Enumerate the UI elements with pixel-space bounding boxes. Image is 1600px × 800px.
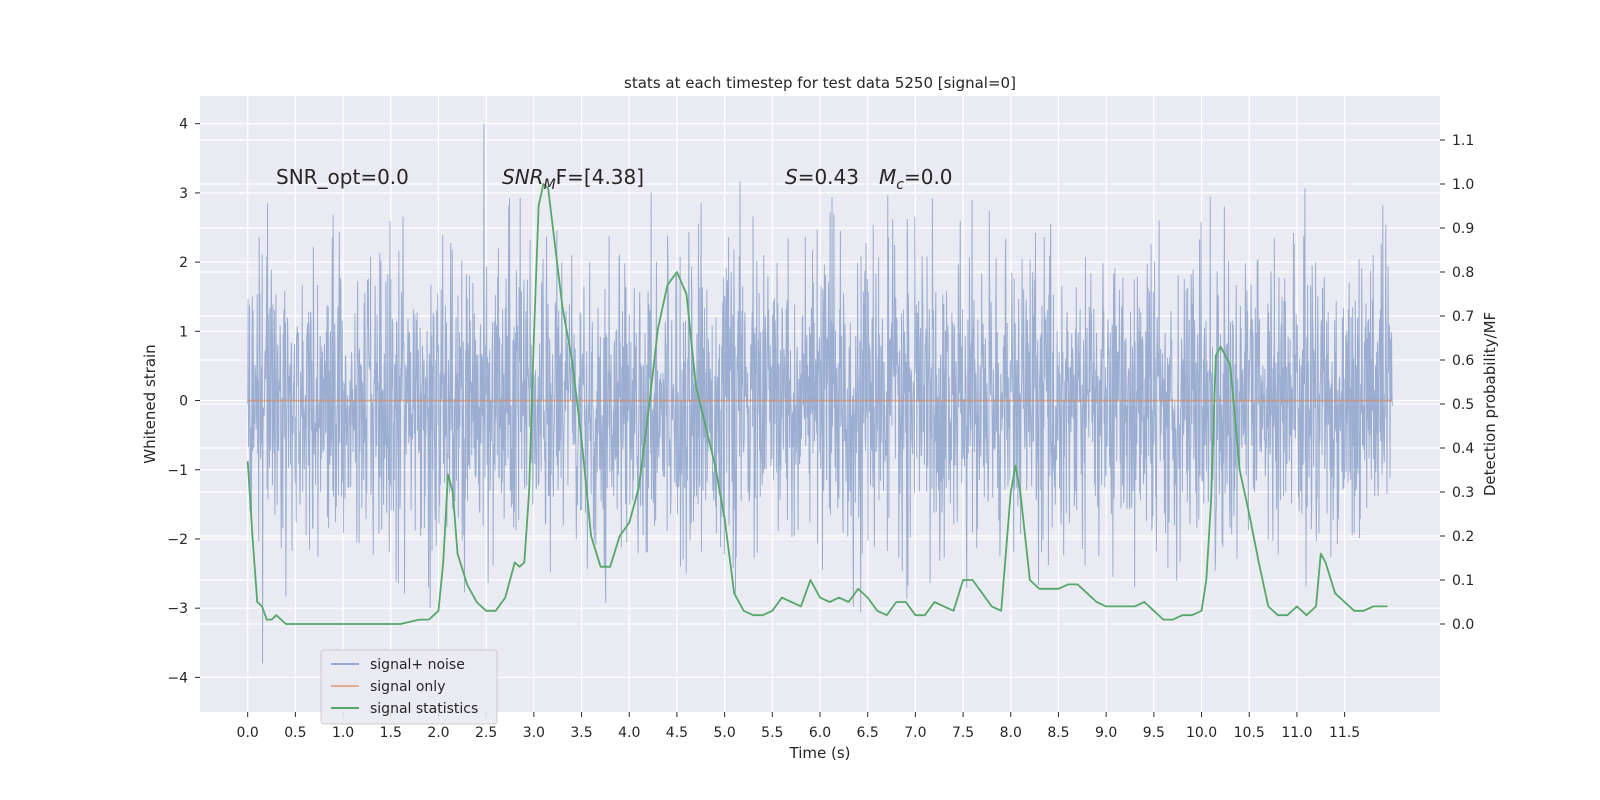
y-left-tick-label: 1 <box>179 324 188 340</box>
x-tick-label: 0.5 <box>284 725 306 741</box>
y-right-tick-label: 0.7 <box>1452 309 1474 325</box>
annotation-snr-opt: SNR_opt=0.0 <box>276 165 409 189</box>
y-right-tick-label: 0.1 <box>1452 573 1474 589</box>
x-tick-label: 8.0 <box>1000 725 1022 741</box>
x-tick-label: 5.5 <box>761 725 783 741</box>
x-tick-label: 1.0 <box>332 725 354 741</box>
x-tick-label: 10.5 <box>1234 725 1265 741</box>
legend: signal+ noise signal only signal statist… <box>320 649 498 725</box>
y-right-tick-label: 0.5 <box>1452 397 1474 413</box>
x-tick-label: 6.0 <box>809 725 831 741</box>
y-right-tick-label: 1.1 <box>1452 133 1474 149</box>
x-tick-label: 9.0 <box>1095 725 1117 741</box>
y-axis-left-label: Whitened strain <box>141 344 159 463</box>
y-axis-left-ticks: 4 3 2 1 0 −1 −2 −3 −4 <box>167 117 200 686</box>
x-tick-label: 2.0 <box>427 725 449 741</box>
x-tick-label: 10.0 <box>1186 725 1217 741</box>
x-tick-label: 7.5 <box>952 725 974 741</box>
x-tick-label: 11.0 <box>1281 725 1312 741</box>
legend-label-signal-noise: signal+ noise <box>370 657 465 673</box>
y-axis-right-label: Detection probability/MF <box>1481 312 1499 496</box>
y-axis-right-ticks: 1.1 1.0 0.9 0.8 0.7 0.6 0.5 0.4 0.3 0.2 0.1 0.0 <box>1440 133 1474 633</box>
x-tick-label: 0.0 <box>237 725 259 741</box>
annotation-mc: Mc=0.0 <box>879 165 953 193</box>
y-left-tick-label: 3 <box>179 186 188 202</box>
x-tick-label: 7.0 <box>904 725 926 741</box>
y-right-tick-label: 0.8 <box>1452 265 1474 281</box>
y-left-tick-label: 0 <box>179 394 188 410</box>
x-tick-label: 6.5 <box>857 725 879 741</box>
x-tick-label: 9.5 <box>1143 725 1165 741</box>
annotation-s: S=0.43 <box>785 165 859 189</box>
x-tick-label: 5.0 <box>713 725 735 741</box>
y-right-tick-label: 0.4 <box>1452 441 1474 457</box>
y-right-tick-label: 0.9 <box>1452 221 1474 237</box>
y-left-tick-label: −1 <box>167 463 188 479</box>
x-axis-ticks: 0.0 0.5 1.0 1.5 2.0 2.5 3.0 3.5 4.0 4.5 5.0 5.5 6.0 6… <box>237 712 1360 741</box>
y-left-tick-label: 4 <box>179 117 188 133</box>
y-left-tick-label: −2 <box>167 532 188 548</box>
x-tick-label: 4.5 <box>666 725 688 741</box>
y-left-tick-label: −4 <box>167 670 188 686</box>
legend-label-signal-only: signal only <box>370 679 445 695</box>
y-right-tick-label: 0.6 <box>1452 353 1474 369</box>
y-right-tick-label: 0.3 <box>1452 485 1474 501</box>
x-tick-label: 4.0 <box>618 725 640 741</box>
x-tick-label: 2.5 <box>475 725 497 741</box>
x-tick-label: 3.5 <box>570 725 592 741</box>
x-tick-label: 8.5 <box>1047 725 1069 741</box>
series-signal-noise <box>247 123 1393 664</box>
x-tick-label: 11.5 <box>1329 725 1360 741</box>
x-axis-label: Time (s) <box>789 744 851 762</box>
legend-box <box>320 649 498 725</box>
series-signal-statistics <box>246 183 1388 625</box>
x-tick-label: 1.5 <box>380 725 402 741</box>
noise-trace <box>247 123 1393 664</box>
x-tick-label: 3.0 <box>523 725 545 741</box>
y-right-tick-label: 1.0 <box>1452 177 1474 193</box>
statistics-trace <box>246 183 1388 625</box>
chart-title: stats at each timestep for test data 525… <box>624 74 1016 92</box>
y-right-tick-label: 0.0 <box>1452 617 1474 633</box>
y-right-tick-label: 0.2 <box>1452 529 1474 545</box>
y-left-tick-label: 2 <box>179 255 188 271</box>
y-left-tick-label: −3 <box>167 601 188 617</box>
annotation-snr-mf: SNRMF=[4.38] <box>502 165 644 193</box>
legend-label-signal-statistics: signal statistics <box>370 701 478 717</box>
